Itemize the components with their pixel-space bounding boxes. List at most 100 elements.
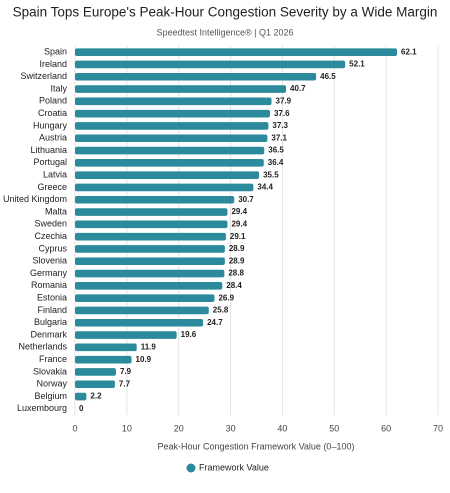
data-label: 25.8 xyxy=(213,306,229,315)
bar xyxy=(75,331,177,339)
x-tick-label: 40 xyxy=(277,423,287,433)
y-tick-label: Luxembourg xyxy=(17,403,67,413)
bar xyxy=(75,146,265,155)
bar xyxy=(75,343,137,352)
data-label: 37.1 xyxy=(271,133,287,142)
data-label: 28.9 xyxy=(229,244,245,253)
data-label: 29.4 xyxy=(231,207,247,216)
bar xyxy=(75,282,223,290)
bar xyxy=(75,159,264,167)
data-label: 40.7 xyxy=(290,84,306,93)
y-tick-label: Spain xyxy=(44,47,67,57)
bar xyxy=(75,208,228,216)
bar xyxy=(75,60,346,69)
bar xyxy=(75,380,115,389)
y-tick-label: Greece xyxy=(37,182,67,192)
y-tick-label: Hungary xyxy=(33,120,68,130)
data-label: 28.8 xyxy=(228,269,244,278)
y-tick-label: Slovakia xyxy=(33,366,67,376)
legend-marker xyxy=(186,463,196,473)
chart-subtitle: Speedtest Intelligence® | Q1 2026 xyxy=(156,27,293,37)
bar xyxy=(75,97,272,106)
x-tick-label: 0 xyxy=(72,423,77,433)
x-tick-label: 50 xyxy=(329,423,339,433)
data-label: 24.7 xyxy=(207,318,223,327)
x-tick-label: 30 xyxy=(226,423,236,433)
y-tick-label: Croatia xyxy=(38,108,67,118)
data-label: 30.7 xyxy=(238,195,254,204)
data-label: 10.9 xyxy=(136,355,152,364)
bar xyxy=(75,355,132,364)
data-label: 37.9 xyxy=(276,96,292,105)
chart-title: Spain Tops Europe's Peak-Hour Congestion… xyxy=(13,5,438,20)
y-tick-label: Belgium xyxy=(34,391,67,401)
y-tick-label: Finland xyxy=(37,305,67,315)
data-label: 62.1 xyxy=(401,47,417,56)
y-tick-label: Poland xyxy=(39,96,67,106)
y-tick-label: Latvia xyxy=(43,170,67,180)
data-label: 37.6 xyxy=(274,109,290,118)
data-label: 29.1 xyxy=(230,232,246,241)
y-tick-label: Slovenia xyxy=(32,256,67,266)
data-label: 52.1 xyxy=(349,60,365,69)
y-tick-label: Lithuania xyxy=(30,145,67,155)
x-tick-label: 20 xyxy=(174,423,184,433)
legend-label: Framework Value xyxy=(199,462,269,472)
y-tick-label: Switzerland xyxy=(20,71,67,81)
bar xyxy=(75,195,235,204)
data-label: 29.4 xyxy=(231,219,247,228)
x-axis-label: Peak-Hour Congestion Framework Value (0–… xyxy=(158,441,355,451)
data-label: 0 xyxy=(79,404,84,413)
data-label: 35.5 xyxy=(263,170,279,179)
data-label: 26.9 xyxy=(218,293,234,302)
data-label: 36.4 xyxy=(268,158,284,167)
data-label: 28.9 xyxy=(229,256,245,265)
y-tick-label: Sweden xyxy=(34,219,67,229)
bar xyxy=(75,48,398,56)
bar xyxy=(75,392,87,401)
data-label: 11.9 xyxy=(141,342,157,351)
y-tick-label: Netherlands xyxy=(18,342,67,352)
bar xyxy=(75,368,116,376)
bar xyxy=(75,72,317,81)
bar xyxy=(75,122,269,130)
bar xyxy=(75,183,254,192)
x-tick-label: 60 xyxy=(381,423,391,433)
data-label: 7.9 xyxy=(120,367,132,376)
y-tick-label: France xyxy=(39,354,67,364)
bar xyxy=(75,245,225,253)
x-tick-label: 10 xyxy=(122,423,132,433)
y-tick-label: Romania xyxy=(31,280,67,290)
y-tick-label: Italy xyxy=(50,83,67,93)
y-tick-label: Portugal xyxy=(33,157,67,167)
bar xyxy=(75,257,225,266)
y-tick-label: Norway xyxy=(36,379,67,389)
x-tick-label: 70 xyxy=(433,423,443,433)
data-label: 36.5 xyxy=(268,146,284,155)
bar xyxy=(75,109,270,118)
y-tick-label: United Kingdom xyxy=(3,194,67,204)
bar xyxy=(75,171,260,179)
data-label: 28.4 xyxy=(226,281,242,290)
y-tick-label: Cyprus xyxy=(38,243,67,253)
bar xyxy=(75,318,204,327)
data-label: 37.3 xyxy=(272,121,288,130)
bar xyxy=(75,294,215,302)
bar xyxy=(75,269,225,278)
data-label: 46.5 xyxy=(320,72,336,81)
y-tick-label: Bulgaria xyxy=(34,317,67,327)
y-tick-label: Germany xyxy=(30,268,68,278)
bar xyxy=(75,85,287,93)
y-tick-label: Ireland xyxy=(39,59,67,69)
bar xyxy=(75,232,226,241)
y-tick-label: Denmark xyxy=(30,329,67,339)
y-tick-label: Estonia xyxy=(37,293,67,303)
data-label: 2.2 xyxy=(90,392,102,401)
data-label: 7.7 xyxy=(119,379,131,388)
y-tick-label: Malta xyxy=(45,206,67,216)
y-tick-label: Czechia xyxy=(34,231,67,241)
y-tick-label: Austria xyxy=(39,133,67,143)
bar xyxy=(75,220,228,229)
data-label: 19.6 xyxy=(181,330,197,339)
